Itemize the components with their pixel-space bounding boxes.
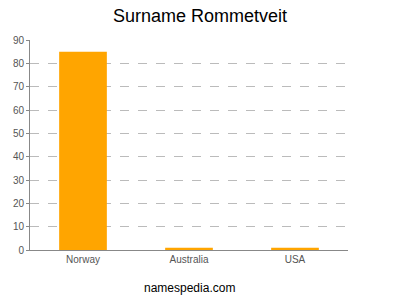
- svg-text:USA: USA: [285, 254, 306, 265]
- svg-text:namespedia.com: namespedia.com: [144, 281, 235, 295]
- svg-text:80: 80: [13, 58, 25, 69]
- svg-text:90: 90: [13, 35, 25, 46]
- svg-text:Surname Rommetveit: Surname Rommetveit: [113, 6, 287, 26]
- svg-text:Australia: Australia: [170, 254, 209, 265]
- svg-text:50: 50: [13, 128, 25, 139]
- svg-text:70: 70: [13, 81, 25, 92]
- svg-text:10: 10: [13, 221, 25, 232]
- svg-text:60: 60: [13, 105, 25, 116]
- svg-text:Norway: Norway: [66, 254, 100, 265]
- svg-text:20: 20: [13, 198, 25, 209]
- svg-text:0: 0: [18, 245, 24, 256]
- svg-text:30: 30: [13, 175, 25, 186]
- svg-text:40: 40: [13, 151, 25, 162]
